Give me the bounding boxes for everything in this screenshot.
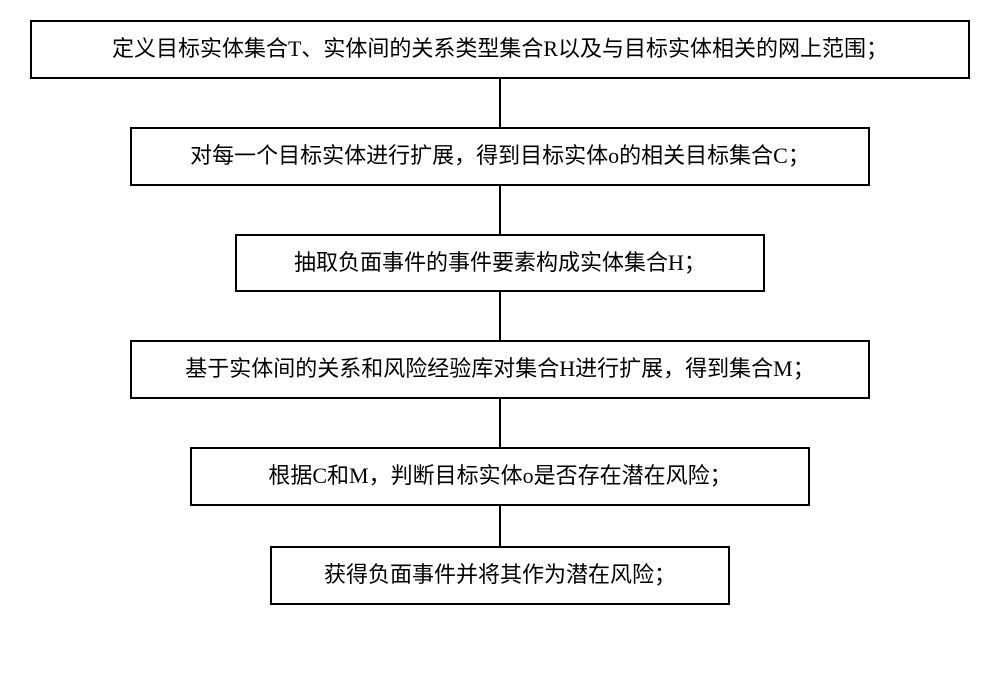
flowchart-step-4: 基于实体间的关系和风险经验库对集合H进行扩展，得到集合M； [130,340,870,399]
flowchart-step-2-label: 对每一个目标实体进行扩展，得到目标实体o的相关目标集合C； [190,143,810,168]
connector-5-6 [499,506,501,546]
flowchart-step-1: 定义目标实体集合T、实体间的关系类型集合R以及与目标实体相关的网上范围； [30,20,970,79]
connector-4-5 [499,399,501,447]
flowchart-step-4-label: 基于实体间的关系和风险经验库对集合H进行扩展，得到集合M； [185,356,814,381]
flowchart-step-6-label: 获得负面事件并将其作为潜在风险； [324,562,676,587]
flowchart-step-3: 抽取负面事件的事件要素构成实体集合H； [235,234,765,293]
flowchart-step-6: 获得负面事件并将其作为潜在风险； [270,546,730,605]
connector-1-2 [499,79,501,127]
flowchart-step-1-label: 定义目标实体集合T、实体间的关系类型集合R以及与目标实体相关的网上范围； [112,36,888,61]
flowchart-step-2: 对每一个目标实体进行扩展，得到目标实体o的相关目标集合C； [130,127,870,186]
connector-2-3 [499,186,501,234]
flowchart-step-5: 根据C和M，判断目标实体o是否存在潜在风险； [190,447,810,506]
flowchart-step-3-label: 抽取负面事件的事件要素构成实体集合H； [294,250,706,275]
connector-3-4 [499,292,501,340]
flowchart-step-5-label: 根据C和M，判断目标实体o是否存在潜在风险； [268,463,731,488]
